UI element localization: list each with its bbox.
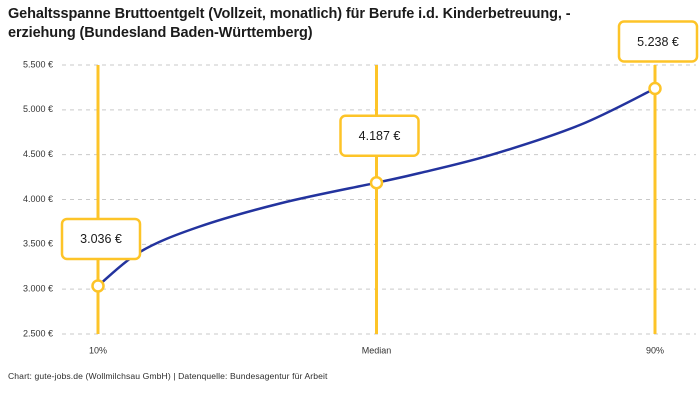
y-tick-label: 5.000 € [23, 104, 53, 114]
y-tick-label: 4.500 € [23, 149, 53, 159]
value-callout-box-Median [339, 114, 420, 157]
value-callout-box-10% [60, 217, 142, 261]
y-tick-label: 3.500 € [23, 239, 53, 249]
chart-title-line2: erziehung (Bundesland Baden-Württemberg) [8, 25, 313, 42]
y-tick-label: 3.000 € [23, 284, 53, 294]
value-callout-text-Median: 4.187 € [359, 129, 401, 143]
y-tick-label: 2.500 € [23, 328, 53, 338]
data-point-marker-Median [369, 175, 384, 190]
chart-title-line1: Gehaltsspanne Bruttoentgelt (Vollzeit, m… [8, 6, 571, 22]
x-tick-label-Median: Median [362, 345, 392, 355]
value-callout-box-90% [617, 20, 699, 63]
value-callout-text-10%: 3.036 € [80, 232, 122, 246]
data-point-marker-10% [91, 279, 105, 293]
data-point-marker-90% [648, 81, 662, 96]
value-callout-text-90%: 5.238 € [637, 35, 679, 49]
chart-title: Gehaltsspanne Bruttoentgelt (Vollzeit, m… [8, 5, 692, 43]
x-tick-label-90%: 90% [646, 345, 664, 355]
y-tick-label: 5.500 € [23, 59, 53, 69]
y-tick-label: 4.000 € [23, 194, 53, 204]
chart-source-credit: Chart: gute-jobs.de (Wollmilchsau GmbH) … [8, 371, 328, 381]
x-tick-label-10%: 10% [89, 345, 107, 355]
